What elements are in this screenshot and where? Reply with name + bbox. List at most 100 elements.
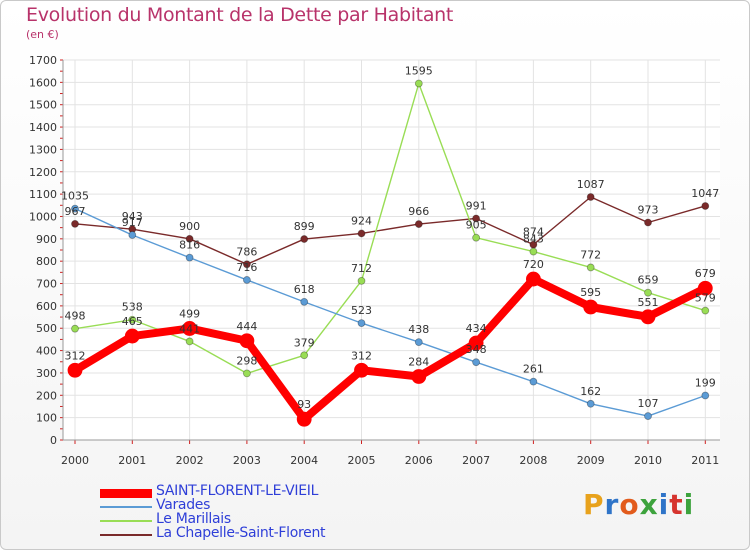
x-tick-label: 2008 (519, 454, 547, 467)
data-point (300, 235, 309, 243)
data-point (472, 214, 481, 223)
x-tick-label: 2010 (634, 454, 662, 467)
y-tick-label: 1100 (29, 188, 57, 201)
data-label: 1595 (405, 64, 433, 77)
axes: 0 100 200 300 400 500 600 700 800 900 1000 1100 1200… (29, 54, 720, 467)
legend-swatch (100, 520, 152, 522)
data-label: 348 (466, 343, 487, 356)
data-point (414, 220, 423, 228)
data-label: 498 (65, 310, 86, 323)
data-point (644, 218, 652, 227)
data-label: 261 (523, 363, 544, 376)
data-label: 298 (236, 354, 257, 367)
data-point (529, 247, 538, 256)
data-label: 551 (638, 296, 659, 309)
y-tick-label: 600 (36, 300, 57, 313)
legend-label: SAINT-FLORENT-LE-VIEIL (156, 483, 319, 499)
x-tick-label: 2005 (348, 454, 376, 467)
data-label: 579 (695, 292, 716, 305)
data-label: 874 (523, 226, 544, 239)
data-label: 438 (408, 323, 429, 336)
data-label: 444 (236, 320, 257, 333)
x-tick-label: 2007 (462, 454, 490, 467)
data-point (414, 338, 423, 346)
y-tick-label: 0 (50, 434, 57, 447)
data-label: 924 (351, 214, 372, 227)
data-label: 720 (523, 258, 544, 271)
chart-title: Evolution du Montant de la Dette par Hab… (26, 4, 454, 26)
data-label: 899 (294, 220, 315, 233)
data-label: 618 (294, 283, 315, 296)
y-tick-label: 1700 (29, 54, 57, 67)
data-label: 712 (351, 262, 372, 275)
logo-letter: i (658, 488, 670, 521)
data-point (640, 309, 656, 325)
plot-area (63, 60, 720, 440)
data-label: 93 (297, 398, 311, 411)
data-point (701, 306, 710, 315)
data-point (644, 412, 652, 420)
y-tick-label: 300 (36, 367, 57, 380)
data-point (357, 276, 366, 285)
data-point (529, 377, 538, 386)
data-point (185, 337, 194, 346)
data-point (583, 299, 599, 315)
data-point (124, 328, 140, 344)
data-label: 659 (638, 274, 659, 287)
data-label: 917 (122, 216, 143, 229)
data-label: 905 (466, 219, 487, 232)
data-point (71, 219, 79, 228)
logo-letter: P (583, 488, 605, 521)
x-tick-label: 2004 (290, 454, 318, 467)
data-point (182, 321, 198, 336)
y-tick-label: 500 (36, 322, 57, 335)
logo-letter: t (669, 488, 684, 521)
x-tick-label: 2009 (577, 454, 605, 467)
data-point (242, 369, 251, 378)
data-point (242, 260, 251, 269)
y-tick-label: 1200 (29, 166, 57, 179)
y-tick-label: 100 (36, 412, 57, 425)
data-label: 966 (408, 205, 429, 218)
data-label: 816 (179, 239, 200, 252)
data-label: 523 (351, 304, 372, 317)
y-tick-label: 400 (36, 345, 57, 358)
data-label: 1087 (577, 178, 605, 191)
legend-swatch (100, 534, 152, 536)
data-label: 107 (638, 397, 659, 410)
data-label: 199 (695, 377, 716, 390)
legend-swatch (100, 488, 152, 498)
data-label: 943 (122, 210, 143, 223)
data-point (354, 362, 369, 378)
legend-label: Le Marillais (156, 511, 231, 527)
data-labels: 967 943 900 786 899 924 966 991 874 1087 973 1047 49… (61, 64, 719, 411)
data-label: 843 (523, 233, 544, 246)
chart-subtitle: (en €) (26, 28, 59, 41)
data-point (697, 280, 713, 296)
y-tick-label: 1000 (29, 210, 57, 223)
series-line-1 (74, 207, 706, 417)
series-line-3 (74, 196, 706, 266)
data-label: 465 (122, 315, 143, 328)
y-tick-label: 700 (36, 278, 57, 291)
series-line-2 (74, 82, 706, 375)
data-point (357, 229, 366, 238)
legend-swatch (100, 506, 152, 508)
data-label: 716 (236, 261, 257, 274)
y-tick-label: 1400 (29, 121, 57, 134)
data-point (239, 333, 255, 349)
legend-label: Varades (156, 497, 211, 513)
y-tick-label: 1500 (29, 99, 57, 112)
data-point (357, 319, 366, 327)
data-point (472, 358, 481, 367)
data-point (128, 315, 137, 324)
logo-letter: r (604, 488, 620, 521)
data-label: 991 (466, 199, 487, 212)
data-label: 1047 (691, 187, 719, 200)
data-point (472, 233, 481, 242)
data-label: 595 (580, 286, 601, 299)
data-point (185, 253, 194, 262)
data-point (468, 335, 484, 351)
x-tick-label: 2002 (176, 454, 204, 467)
data-label: 786 (236, 245, 257, 258)
